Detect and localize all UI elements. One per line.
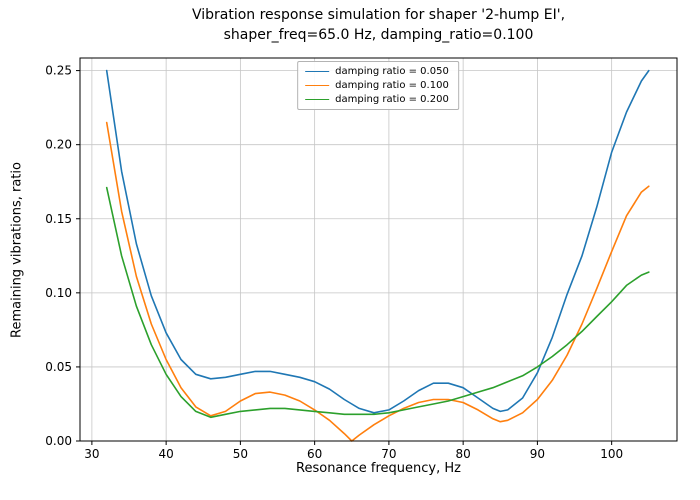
legend-line-sample [305, 71, 330, 72]
y-tick-label: 0.00 [45, 434, 72, 448]
legend-entry-2: damping ratio = 0.200 [305, 94, 449, 105]
legend-line-sample [305, 99, 330, 100]
x-tick-label: 80 [456, 447, 471, 461]
chart-title-line-1: Vibration response simulation for shaper… [191, 7, 566, 23]
legend-line-sample [305, 85, 330, 86]
legend-entry-1: damping ratio = 0.100 [305, 80, 449, 91]
legend: damping ratio = 0.050 damping ratio = 0.1… [297, 61, 459, 110]
x-tick-label: 40 [158, 447, 173, 461]
x-tick-label: 50 [233, 447, 248, 461]
legend-label: damping ratio = 0.100 [335, 80, 449, 91]
series-line-2 [105, 186, 650, 419]
x-tick-label: 60 [307, 447, 322, 461]
x-tick-label: 70 [381, 447, 396, 461]
x-tick-label: 30 [84, 447, 99, 461]
legend-entry-0: damping ratio = 0.050 [305, 66, 449, 77]
x-axis-label: Resonance frequency, Hz [296, 461, 461, 476]
y-tick-label: 0.20 [45, 138, 72, 152]
x-tick-label: 100 [600, 447, 623, 461]
x-tick-label: 90 [530, 447, 545, 461]
series-line-0 [105, 69, 650, 414]
chart-title-line-2: shaper_freq=65.0 Hz, damping_ratio=0.100 [223, 26, 534, 43]
legend-label: damping ratio = 0.050 [335, 66, 449, 77]
axes-frame [79, 57, 678, 442]
legend-label: damping ratio = 0.200 [335, 94, 449, 105]
y-tick-label: 0.05 [45, 360, 72, 374]
y-tick-label: 0.15 [45, 212, 72, 226]
y-tick-label: 0.25 [45, 64, 72, 78]
y-tick-label: 0.10 [45, 286, 72, 300]
chart-title: Vibration response simulation for shaper… [80, 6, 677, 45]
series-line-1 [105, 121, 650, 442]
